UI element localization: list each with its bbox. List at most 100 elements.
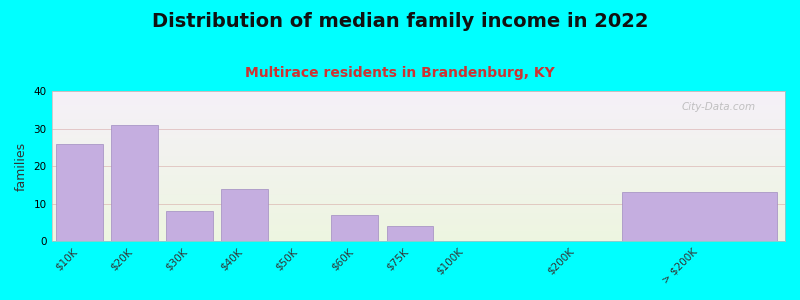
Bar xyxy=(51,191,785,192)
Bar xyxy=(51,134,785,135)
Bar xyxy=(51,216,785,217)
Bar xyxy=(51,222,785,223)
Bar xyxy=(51,145,785,146)
Bar xyxy=(51,225,785,226)
Bar xyxy=(51,123,785,124)
Bar xyxy=(51,207,785,208)
Bar xyxy=(51,119,785,120)
Bar xyxy=(51,115,785,116)
Bar xyxy=(221,189,268,241)
Bar xyxy=(51,131,785,132)
Bar xyxy=(51,210,785,211)
Bar xyxy=(51,126,785,127)
Bar xyxy=(51,193,785,194)
Bar xyxy=(51,160,785,161)
Bar xyxy=(51,165,785,166)
Bar xyxy=(51,96,785,97)
Bar xyxy=(51,188,785,189)
Bar xyxy=(51,205,785,206)
Bar xyxy=(51,183,785,184)
Bar xyxy=(51,113,785,114)
Bar xyxy=(51,200,785,201)
Bar xyxy=(51,235,785,236)
Bar xyxy=(51,168,785,169)
Bar xyxy=(166,211,213,241)
Bar xyxy=(51,133,785,134)
Bar xyxy=(51,156,785,157)
Bar xyxy=(51,170,785,171)
Bar xyxy=(51,117,785,118)
Bar xyxy=(51,120,785,121)
Bar xyxy=(51,176,785,177)
Bar xyxy=(51,167,785,168)
Bar xyxy=(51,132,785,133)
Bar xyxy=(51,157,785,158)
Bar xyxy=(51,121,785,122)
Bar xyxy=(51,218,785,219)
Bar xyxy=(51,189,785,190)
Bar xyxy=(51,141,785,142)
Bar xyxy=(51,226,785,227)
Bar xyxy=(51,93,785,94)
Text: Multirace residents in Brandenburg, KY: Multirace residents in Brandenburg, KY xyxy=(245,66,555,80)
Bar xyxy=(51,92,785,93)
Bar xyxy=(51,209,785,210)
Bar xyxy=(51,240,785,241)
Bar xyxy=(51,148,785,149)
Bar xyxy=(51,94,785,95)
Bar xyxy=(51,128,785,129)
Y-axis label: families: families xyxy=(15,142,28,191)
Bar xyxy=(51,106,785,107)
Bar xyxy=(51,104,785,105)
Bar xyxy=(51,116,785,117)
Bar xyxy=(51,103,785,104)
Bar xyxy=(51,159,785,160)
Bar xyxy=(51,179,785,180)
Bar xyxy=(51,149,785,150)
Bar xyxy=(51,194,785,195)
Bar xyxy=(51,150,785,151)
Bar xyxy=(386,226,434,241)
Bar xyxy=(51,197,785,198)
Bar xyxy=(51,101,785,102)
Bar xyxy=(51,161,785,162)
Bar xyxy=(51,230,785,231)
Bar xyxy=(51,155,785,156)
Bar xyxy=(111,125,158,241)
Bar xyxy=(51,182,785,183)
Bar xyxy=(51,169,785,170)
Bar xyxy=(51,122,785,123)
Bar xyxy=(51,174,785,175)
Bar xyxy=(51,203,785,204)
Bar xyxy=(51,217,785,218)
Text: Distribution of median family income in 2022: Distribution of median family income in … xyxy=(152,12,648,31)
Bar xyxy=(51,151,785,152)
Bar xyxy=(51,125,785,126)
Bar xyxy=(51,97,785,98)
Bar xyxy=(51,178,785,179)
Bar xyxy=(51,231,785,232)
Bar xyxy=(51,111,785,112)
Bar xyxy=(51,109,785,110)
Bar xyxy=(51,227,785,228)
Bar xyxy=(51,187,785,188)
Bar xyxy=(51,171,785,172)
Bar xyxy=(51,199,785,200)
Bar xyxy=(51,91,785,92)
Bar xyxy=(51,129,785,130)
Bar xyxy=(51,229,785,230)
Bar xyxy=(51,95,785,96)
Bar xyxy=(51,221,785,222)
Bar xyxy=(51,153,785,154)
Bar xyxy=(51,124,785,125)
Bar xyxy=(51,206,785,207)
Bar xyxy=(51,220,785,221)
Bar xyxy=(51,233,785,234)
Bar xyxy=(51,224,785,225)
Bar xyxy=(51,173,785,174)
Bar xyxy=(51,105,785,106)
Bar xyxy=(51,177,785,178)
Bar xyxy=(51,112,785,113)
Bar xyxy=(51,219,785,220)
Bar xyxy=(51,208,785,209)
